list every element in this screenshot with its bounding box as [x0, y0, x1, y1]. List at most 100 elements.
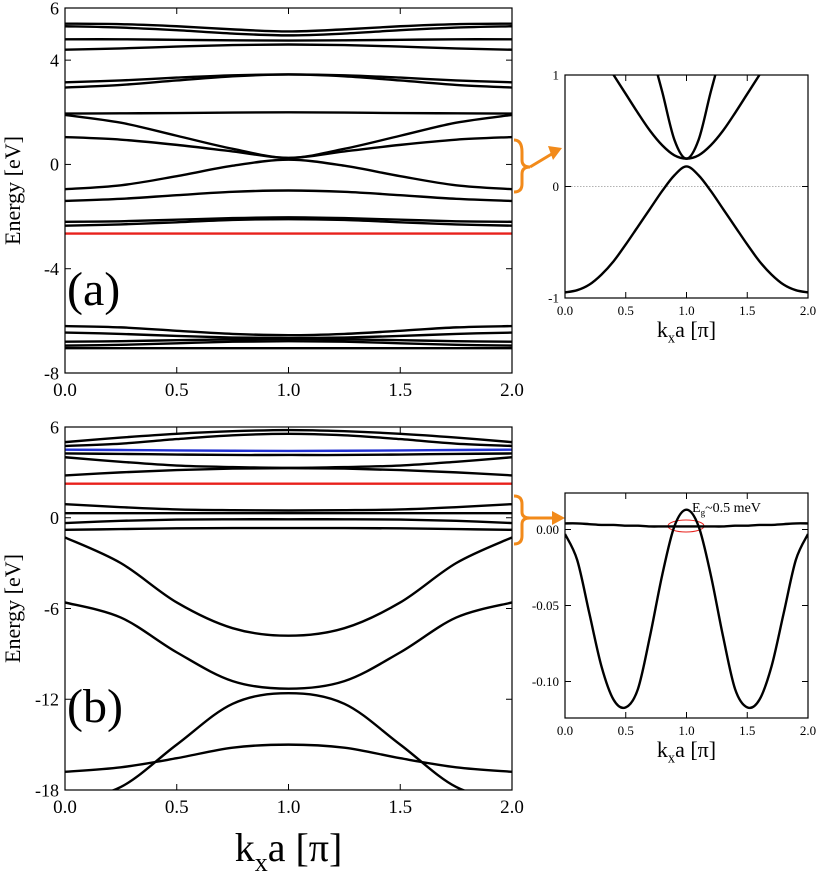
- label: kxa [π]: [657, 737, 716, 767]
- band-line: [65, 25, 512, 37]
- y-tick-label: -4: [44, 259, 59, 279]
- label-sub: x: [668, 751, 675, 767]
- band-line: [65, 526, 512, 532]
- y-tick-label: 4: [50, 50, 59, 70]
- band-line: [65, 743, 512, 774]
- band-line: [110, 691, 467, 790]
- band-line: [65, 38, 512, 42]
- y-tick-label: 6: [50, 0, 59, 18]
- x-tick-label: 0.0: [53, 797, 77, 818]
- panel: 0.0 0.5 1.0 1.5 2.0 -18 -12 -6 0 6 Energy [eV] (b) k…: [0, 417, 524, 871]
- label-base: E: [692, 501, 701, 516]
- x-tick-label: 2.0: [800, 723, 816, 738]
- x-tick-label: 0.0: [557, 723, 573, 738]
- panel-label: (a): [67, 263, 120, 316]
- label-sub: g: [701, 508, 706, 518]
- band-line: [612, 75, 761, 160]
- y-tick-label: 1: [553, 68, 560, 83]
- x-tick-label: 2.0: [800, 303, 816, 318]
- band-line: [65, 43, 512, 51]
- x-tick-label: 0.5: [165, 380, 189, 401]
- y-tick-label: -8: [44, 363, 59, 383]
- band-line: [65, 502, 512, 512]
- band-line: [65, 113, 512, 160]
- band-line: [565, 508, 808, 710]
- band-line: [65, 189, 512, 203]
- bands: [565, 508, 808, 710]
- x-tick-label: 0.5: [165, 797, 189, 818]
- band-line: [65, 601, 512, 690]
- y-tick-label: -18: [35, 780, 59, 800]
- y-tick-label: 0: [50, 155, 59, 175]
- x-tick-label: 0.0: [557, 303, 573, 318]
- y-tick-label: 0: [50, 508, 59, 528]
- band-line: [65, 518, 512, 525]
- label-rest: a [π]: [268, 825, 343, 870]
- y-tick-label: 0.00: [536, 522, 559, 537]
- band-line: [65, 466, 512, 477]
- x-tick-label: 0.0: [53, 380, 77, 401]
- bands: [565, 75, 808, 294]
- panel: 0.0 0.5 1.0 1.5 2.0 -1 0 1 kxa [π]: [548, 68, 816, 347]
- axes-frame: [64, 426, 513, 791]
- x-tick-label: 1.0: [277, 797, 301, 818]
- y-tick-label: 0: [553, 179, 560, 194]
- band-line: [65, 158, 512, 191]
- band-line: [65, 337, 512, 343]
- y-tick-label: -12: [35, 690, 59, 710]
- x-tick-label: 1.5: [739, 723, 755, 738]
- y-axis-label: Energy [eV]: [0, 136, 25, 245]
- band-line: [65, 73, 512, 89]
- arrow-head: [548, 146, 562, 160]
- band-line: [65, 111, 512, 115]
- y-tick-label: -0.05: [532, 598, 559, 613]
- x-tick-label: 1.5: [388, 797, 412, 818]
- x-tick-label: 2.0: [500, 380, 524, 401]
- arrow-line: [529, 150, 556, 169]
- x-tick-label: 1.5: [388, 380, 412, 401]
- label-rest: a [π]: [675, 317, 716, 342]
- bands: [65, 22, 512, 350]
- label-sub: x: [255, 848, 268, 871]
- label-base: k: [657, 737, 668, 762]
- y-axis-label: Energy [eV]: [0, 554, 25, 663]
- band-line: [65, 456, 512, 470]
- panel-label: (b): [67, 680, 123, 733]
- band-line: [65, 22, 512, 33]
- panel: 0.0 0.5 1.0 1.5 2.0 -8 -4 0 4 6 Energy [eV] (a): [0, 0, 524, 401]
- band-line: [65, 452, 512, 457]
- band-line: [65, 339, 512, 347]
- band-line: [65, 217, 512, 227]
- label-rest: a [π]: [675, 737, 716, 762]
- x-tick-label: 1.0: [277, 380, 301, 401]
- label-rest: ~0.5 meV: [705, 501, 761, 516]
- x-tick-label: 1.0: [678, 723, 694, 738]
- panel: 0.0 0.5 1.0 1.5 2.0 -0.10 -0.05 0.00 kxa [π] Eg~0…: [532, 492, 816, 767]
- band-line: [65, 135, 512, 160]
- label: kxa [π]: [657, 317, 716, 347]
- band-line: [565, 522, 808, 528]
- zoom-arrow-b: [513, 494, 565, 546]
- bands: [65, 428, 512, 790]
- x-tick-label: 2.0: [500, 797, 524, 818]
- bracket: [513, 138, 531, 194]
- band-line: [65, 536, 512, 637]
- y-tick-label: 6: [50, 417, 59, 437]
- label: Eg~0.5 meV: [692, 501, 761, 518]
- y-tick-label: -1: [548, 291, 559, 306]
- x-tick-label: 1.0: [678, 303, 694, 318]
- label-base: k: [235, 825, 255, 870]
- band-line: [565, 165, 808, 294]
- band-line: [65, 448, 512, 453]
- arrow-head: [552, 511, 565, 525]
- x-tick-label: 1.5: [739, 303, 755, 318]
- x-tick-label: 0.5: [618, 303, 634, 318]
- band-line: [656, 75, 717, 160]
- y-tick-label: -6: [44, 599, 59, 619]
- band-line: [65, 432, 512, 448]
- bracket: [513, 494, 531, 546]
- y-tick-label: -0.10: [532, 674, 559, 689]
- band-line: [65, 324, 512, 337]
- label-sub: x: [668, 331, 675, 347]
